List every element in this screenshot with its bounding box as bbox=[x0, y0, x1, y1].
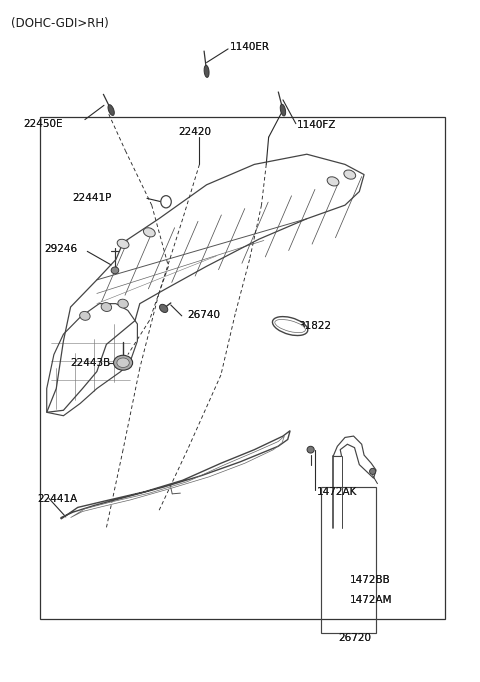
Ellipse shape bbox=[159, 304, 168, 312]
Text: 1472AM: 1472AM bbox=[350, 595, 392, 606]
Ellipse shape bbox=[275, 319, 305, 333]
Text: 1472AM: 1472AM bbox=[350, 595, 392, 606]
Text: 22450E: 22450E bbox=[23, 119, 62, 129]
Text: 26720: 26720 bbox=[338, 634, 371, 644]
Ellipse shape bbox=[161, 196, 171, 208]
Text: 26740: 26740 bbox=[188, 310, 220, 320]
Text: 22420: 22420 bbox=[178, 127, 211, 137]
Text: 22441A: 22441A bbox=[37, 494, 77, 504]
Text: 22441P: 22441P bbox=[72, 194, 111, 203]
Text: 22441P: 22441P bbox=[72, 194, 111, 203]
Text: 22443B: 22443B bbox=[71, 359, 111, 368]
Ellipse shape bbox=[101, 303, 112, 312]
Ellipse shape bbox=[144, 228, 155, 237]
Text: 1140FZ: 1140FZ bbox=[297, 120, 336, 130]
Ellipse shape bbox=[204, 65, 209, 77]
Text: 1140ER: 1140ER bbox=[229, 42, 269, 52]
Ellipse shape bbox=[117, 239, 129, 248]
Text: 1472AK: 1472AK bbox=[316, 487, 357, 496]
Ellipse shape bbox=[118, 299, 128, 308]
Text: 31822: 31822 bbox=[298, 321, 331, 331]
Ellipse shape bbox=[273, 316, 308, 336]
Text: 1472AK: 1472AK bbox=[316, 487, 357, 496]
Ellipse shape bbox=[111, 267, 119, 273]
Text: (DOHC-GDI>RH): (DOHC-GDI>RH) bbox=[11, 16, 108, 29]
Text: 22441A: 22441A bbox=[37, 494, 77, 504]
Ellipse shape bbox=[370, 469, 376, 475]
Ellipse shape bbox=[327, 177, 339, 186]
Ellipse shape bbox=[117, 358, 129, 368]
Text: 1140ER: 1140ER bbox=[229, 42, 269, 52]
Bar bbox=[321, 487, 376, 633]
Text: 1472BB: 1472BB bbox=[350, 575, 391, 585]
Text: 1140FZ: 1140FZ bbox=[297, 120, 336, 130]
Text: 22450E: 22450E bbox=[23, 119, 62, 129]
Ellipse shape bbox=[344, 170, 356, 179]
Text: 29246: 29246 bbox=[44, 244, 77, 254]
Ellipse shape bbox=[108, 105, 114, 115]
Text: 26720: 26720 bbox=[338, 634, 371, 644]
Text: 22443B: 22443B bbox=[71, 359, 111, 368]
Text: 31822: 31822 bbox=[298, 321, 331, 331]
Text: 29246: 29246 bbox=[44, 244, 77, 254]
Bar bbox=[39, 117, 445, 619]
Text: 22420: 22420 bbox=[178, 127, 211, 137]
Text: 1472BB: 1472BB bbox=[350, 575, 391, 585]
Ellipse shape bbox=[280, 104, 286, 116]
Ellipse shape bbox=[80, 312, 90, 321]
Text: 26740: 26740 bbox=[188, 310, 220, 320]
Ellipse shape bbox=[114, 355, 132, 370]
Ellipse shape bbox=[307, 446, 314, 453]
